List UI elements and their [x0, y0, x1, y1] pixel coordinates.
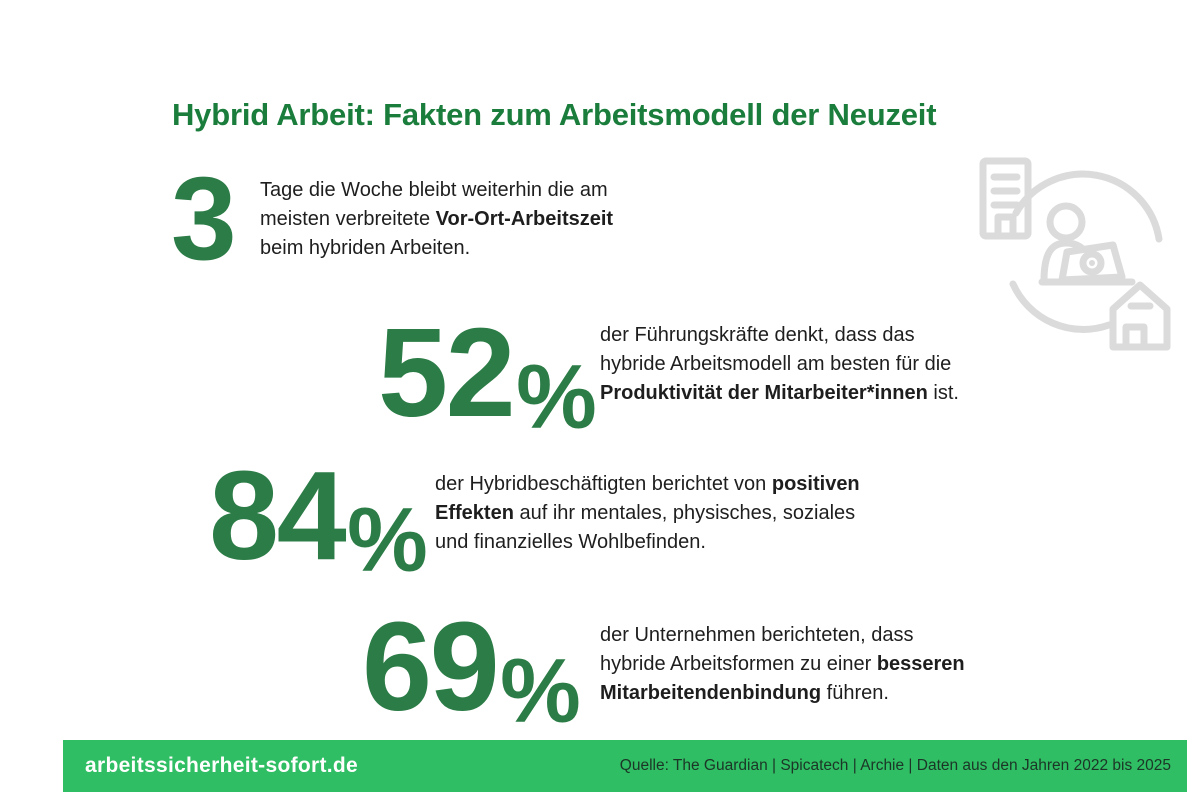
person-laptop-icon — [1038, 202, 1136, 286]
office-building-icon — [979, 157, 1032, 240]
stat-number-days: 3 — [171, 153, 237, 285]
hybrid-work-cycle-icon — [979, 157, 1171, 351]
stat-text-days: Tage die Woche bleibt weiterhin die am me… — [260, 179, 614, 259]
source-credits: Quelle: The Guardian | Spicatech | Archi… — [619, 757, 1171, 774]
stat-number-wellbeing: 84% — [209, 445, 428, 591]
stat-text-productivity: der Führungskräfte denkt, dass das hybrid… — [600, 324, 959, 404]
cycle-arrows-icon — [1009, 170, 1163, 333]
stat-text-wellbeing: der Hybridbeschäftigten berichtet von po… — [435, 473, 860, 553]
page-title: Hybrid Arbeit: Fakten zum Arbeitsmodell … — [172, 97, 937, 132]
website-url: arbeitssicherheit-sofort.de — [85, 754, 358, 777]
stat-number-retention: 69% — [362, 596, 581, 742]
stat-text-retention: der Unternehmen berichteten, dass hybride… — [600, 624, 965, 704]
house-icon — [1109, 281, 1171, 351]
footer-bar: arbeitssicherheit-sofort.de Quelle: The … — [63, 740, 1187, 792]
stat-number-productivity: 52% — [378, 302, 597, 448]
